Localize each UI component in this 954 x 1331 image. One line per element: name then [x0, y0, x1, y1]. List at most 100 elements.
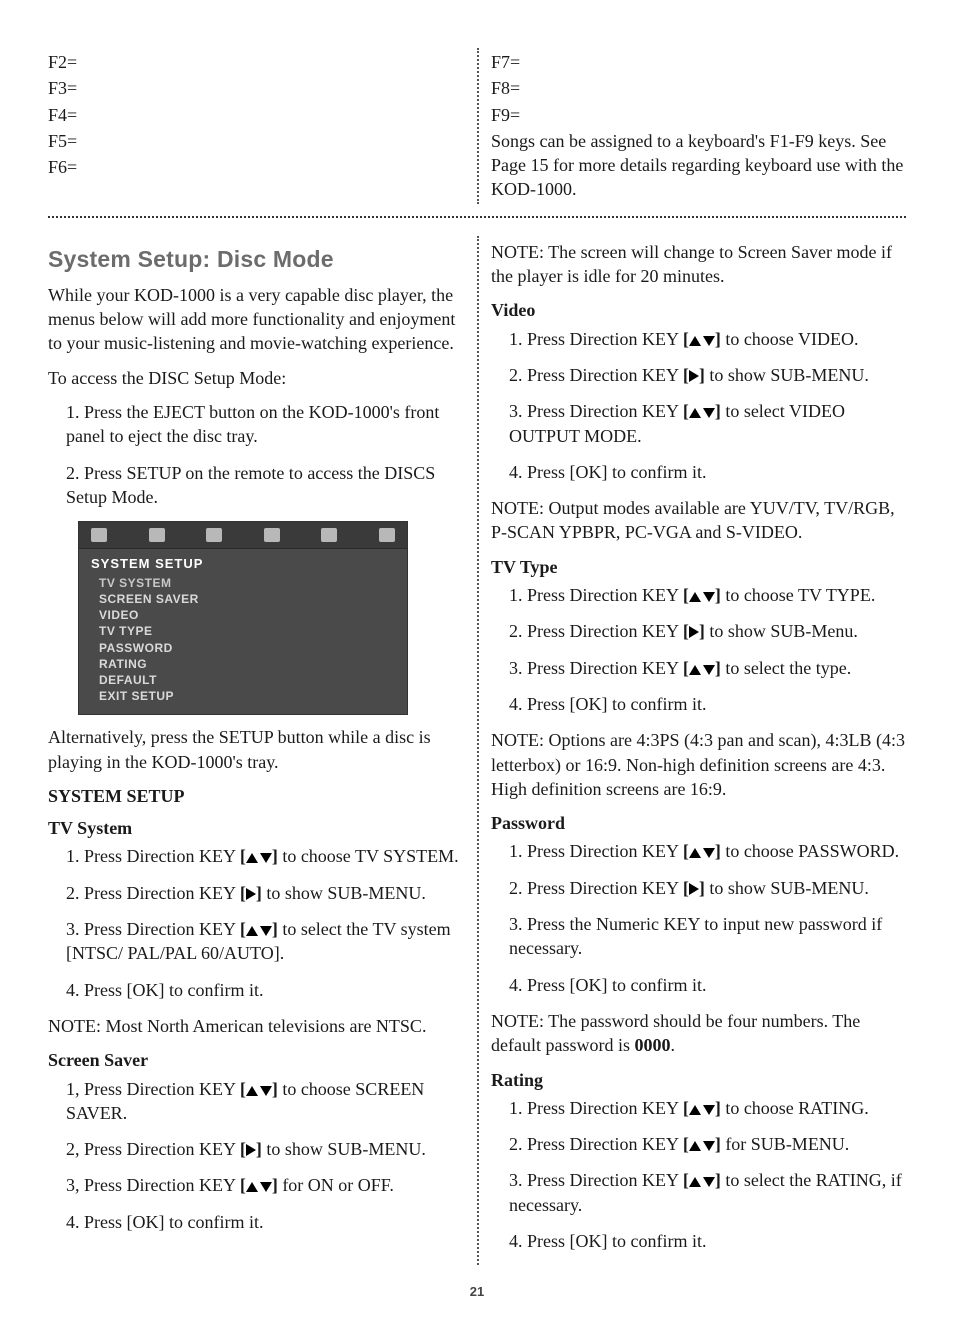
- fkey-line: F9=: [491, 103, 906, 127]
- password-note: NOTE: The password should be four number…: [491, 1009, 906, 1058]
- osd-tab-icon: [91, 528, 107, 542]
- fkey-row: F2= F3= F4= F5= F6= F7= F8= F9= Songs ca…: [48, 48, 906, 204]
- updown-key-icon: []: [683, 401, 721, 421]
- manual-page: F2= F3= F4= F5= F6= F7= F8= F9= Songs ca…: [0, 0, 954, 1331]
- step: 2. Press Direction KEY [] to show SUB-Me…: [509, 619, 906, 643]
- step: 2. Press Direction KEY [] to show SUB-ME…: [509, 876, 906, 900]
- osd-item: EXIT SETUP: [91, 688, 395, 704]
- step-text: 1. Press Direction KEY: [509, 329, 683, 349]
- step-text: for SUB-MENU.: [721, 1134, 850, 1154]
- video-steps: 1. Press Direction KEY [] to choose VIDE…: [491, 327, 906, 484]
- step-text: 3. Press Direction KEY: [509, 658, 683, 678]
- fkey-col-right: F7= F8= F9= Songs can be assigned to a k…: [477, 48, 906, 204]
- note-text: NOTE: The password should be four number…: [491, 1011, 860, 1055]
- step: 3. Press Direction KEY [] to select VIDE…: [509, 399, 906, 448]
- access-step: 2. Press SETUP on the remote to access t…: [66, 461, 463, 510]
- step-text: 2. Press Direction KEY: [66, 883, 240, 903]
- fkey-line: F8=: [491, 76, 906, 100]
- updown-key-icon: []: [683, 329, 721, 349]
- tv-type-note: NOTE: Options are 4:3PS (4:3 pan and sca…: [491, 728, 906, 801]
- step-text: 1. Press Direction KEY: [509, 841, 683, 861]
- step-text: to choose PASSWORD.: [721, 841, 899, 861]
- updown-key-icon: []: [683, 1170, 721, 1190]
- tv-system-steps: 1. Press Direction KEY [] to choose TV S…: [48, 844, 463, 1001]
- step: 2. Press Direction KEY [] for SUB-MENU.: [509, 1132, 906, 1156]
- step-text: to choose TV TYPE.: [721, 585, 876, 605]
- osd-item: TV TYPE: [91, 623, 395, 639]
- page-number: 21: [48, 1283, 906, 1301]
- step-text: to choose RATING.: [721, 1098, 869, 1118]
- video-note: NOTE: Output modes available are YUV/TV,…: [491, 496, 906, 545]
- tv-system-note: NOTE: Most North American televisions ar…: [48, 1014, 463, 1038]
- osd-title: SYSTEM SETUP: [91, 555, 395, 573]
- step-text: to select the type.: [721, 658, 851, 678]
- fkey-line: F6=: [48, 155, 463, 179]
- password-heading: Password: [491, 811, 906, 835]
- step-text: 3. Press Direction KEY: [509, 1170, 683, 1190]
- tv-system-heading: TV System: [48, 816, 463, 840]
- step: 4. Press [OK] to confirm it.: [509, 692, 906, 716]
- step-text: 2. Press Direction KEY: [509, 365, 683, 385]
- step-text: to show SUB-MENU.: [705, 878, 869, 898]
- osd-item: RATING: [91, 656, 395, 672]
- fkey-line: F2=: [48, 50, 463, 74]
- rating-heading: Rating: [491, 1068, 906, 1092]
- step: 1. Press Direction KEY [] to choose PASS…: [509, 839, 906, 863]
- intro-paragraph: While your KOD-1000 is a very capable di…: [48, 283, 463, 356]
- access-step: 1. Press the EJECT button on the KOD-100…: [66, 400, 463, 449]
- step: 1. Press Direction KEY [] to choose VIDE…: [509, 327, 906, 351]
- osd-item: VIDEO: [91, 607, 395, 623]
- osd-tab-icon: [206, 528, 222, 542]
- step: 1, Press Direction KEY [] to choose SCRE…: [66, 1077, 463, 1126]
- step-text: for ON or OFF.: [278, 1175, 394, 1195]
- screen-saver-heading: Screen Saver: [48, 1048, 463, 1072]
- body-col-right: NOTE: The screen will change to Screen S…: [477, 236, 906, 1266]
- step-text: 1. Press Direction KEY: [509, 585, 683, 605]
- osd-item: TV SYSTEM: [91, 575, 395, 591]
- updown-key-icon: []: [240, 846, 278, 866]
- tv-type-heading: TV Type: [491, 555, 906, 579]
- fkey-line: F5=: [48, 129, 463, 153]
- section-title: System Setup: Disc Mode: [48, 244, 463, 275]
- updown-key-icon: []: [683, 658, 721, 678]
- fkey-line: F3=: [48, 76, 463, 100]
- system-setup-heading: SYSTEM SETUP: [48, 784, 463, 808]
- step-text: 3. Press Direction KEY: [509, 401, 683, 421]
- video-heading: Video: [491, 298, 906, 322]
- fkey-col-left: F2= F3= F4= F5= F6=: [48, 48, 477, 204]
- updown-key-icon: []: [683, 585, 721, 605]
- step: 3. Press the Numeric KEY to input new pa…: [509, 912, 906, 961]
- osd-item: SCREEN SAVER: [91, 591, 395, 607]
- step: 1. Press Direction KEY [] to choose TV S…: [66, 844, 463, 868]
- right-key-icon: []: [683, 878, 705, 898]
- step: 2. Press Direction KEY [] to show SUB-ME…: [509, 363, 906, 387]
- fkey-line: F7=: [491, 50, 906, 74]
- body-row: System Setup: Disc Mode While your KOD-1…: [48, 236, 906, 1266]
- osd-item: DEFAULT: [91, 672, 395, 688]
- step: 4. Press [OK] to confirm it.: [509, 973, 906, 997]
- right-key-icon: []: [683, 621, 705, 641]
- updown-key-icon: []: [240, 1079, 278, 1099]
- step-text: to choose TV SYSTEM.: [278, 846, 459, 866]
- alt-note: Alternatively, press the SETUP button wh…: [48, 725, 463, 774]
- step: 2, Press Direction KEY [] to show SUB-ME…: [66, 1137, 463, 1161]
- osd-item: PASSWORD: [91, 640, 395, 656]
- osd-screenshot: SYSTEM SETUP TV SYSTEM SCREEN SAVER VIDE…: [78, 521, 408, 715]
- rating-steps: 1. Press Direction KEY [] to choose RATI…: [491, 1096, 906, 1253]
- note-text: .: [670, 1035, 675, 1055]
- fkey-line: F4=: [48, 103, 463, 127]
- right-key-icon: []: [240, 883, 262, 903]
- right-key-icon: []: [240, 1139, 262, 1159]
- step: 4. Press [OK] to confirm it.: [509, 460, 906, 484]
- step-text: 1, Press Direction KEY: [66, 1079, 240, 1099]
- step: 4. Press [OK] to confirm it.: [66, 978, 463, 1002]
- updown-key-icon: []: [683, 1134, 721, 1154]
- step-text: to show SUB-MENU.: [705, 365, 869, 385]
- step: 4. Press [OK] to confirm it.: [509, 1229, 906, 1253]
- access-steps: 1. Press the EJECT button on the KOD-100…: [48, 400, 463, 509]
- step: 3. Press Direction KEY [] to select the …: [509, 656, 906, 680]
- access-intro: To access the DISC Setup Mode:: [48, 366, 463, 390]
- step-text: 1. Press Direction KEY: [66, 846, 240, 866]
- right-key-icon: []: [683, 365, 705, 385]
- password-steps: 1. Press Direction KEY [] to choose PASS…: [491, 839, 906, 996]
